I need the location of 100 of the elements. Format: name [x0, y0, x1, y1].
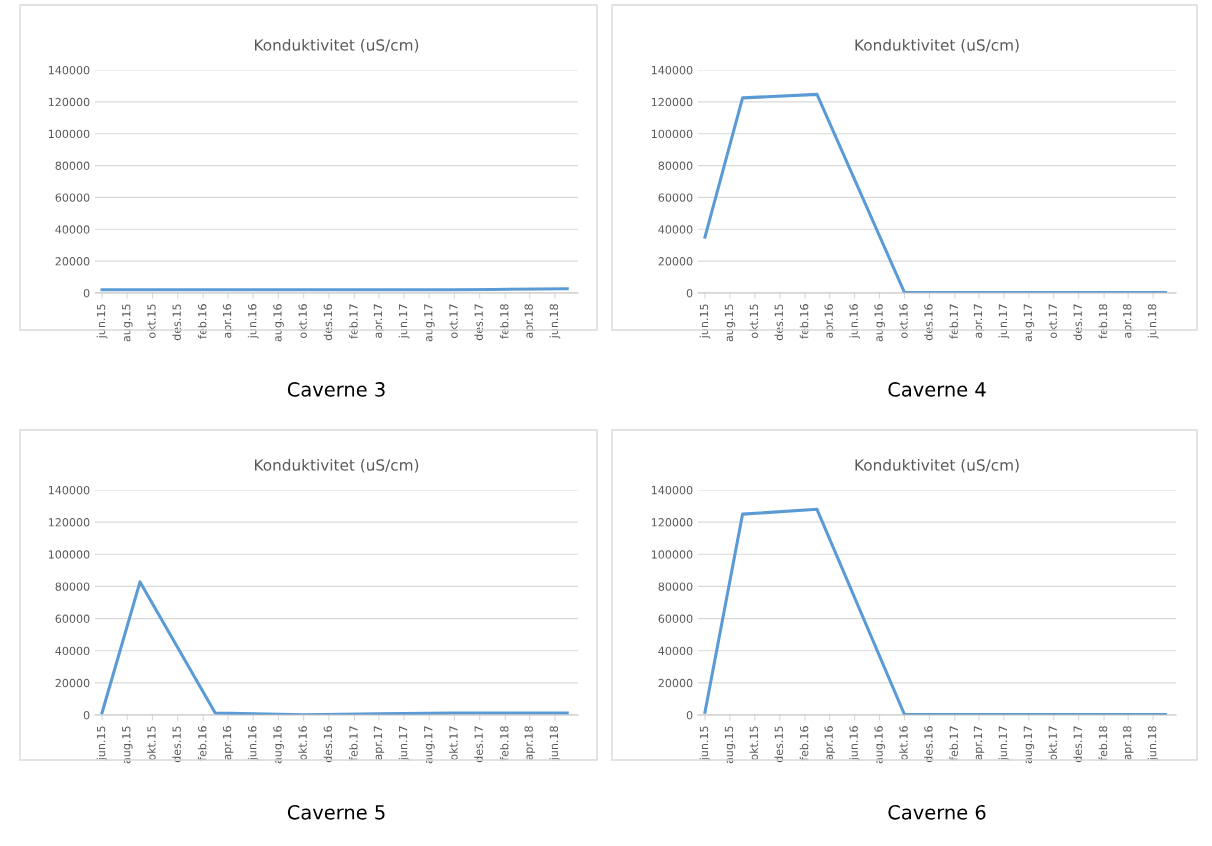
x-tick-label: apr.16 — [222, 304, 234, 338]
y-tick-label: 40000 — [658, 646, 693, 656]
y-tick-label: 120000 — [48, 518, 90, 527]
x-tick-label: des.16 — [924, 726, 933, 763]
x-tick-label: des.16 — [323, 726, 333, 763]
x-tick-label: feb.17 — [949, 304, 959, 339]
y-tick-label: 40000 — [55, 646, 90, 656]
x-tick-label: feb.18 — [499, 304, 509, 339]
y-tick-label: 0 — [83, 288, 90, 298]
x-tick-label: aug.15 — [724, 304, 736, 342]
x-tick-label: aug.16 — [874, 726, 885, 764]
y-tick-label: 60000 — [55, 193, 90, 202]
x-tick-label: feb.18 — [1098, 304, 1108, 339]
line-series — [703, 507, 1167, 715]
y-tick-label: 40000 — [55, 225, 90, 234]
x-tick-label: okt.17 — [449, 304, 458, 339]
y-tick-label: 20000 — [55, 678, 90, 688]
y-tick-label: 140000 — [48, 65, 90, 75]
chart-title: Konduktivitet (uS/cm) — [255, 458, 419, 473]
x-tick-label: okt.16 — [298, 726, 307, 761]
x-tick-label: feb.16 — [197, 304, 207, 339]
x-tick-label: aug.15 — [122, 304, 133, 342]
x-tick-label: feb.16 — [799, 726, 809, 761]
y-tick-label: 0 — [686, 288, 693, 298]
y-tick-label: 140000 — [651, 485, 693, 495]
y-tick-label: 20000 — [658, 257, 693, 266]
x-tick-label: feb.16 — [197, 726, 207, 761]
x-tick-label: okt.16 — [899, 726, 908, 761]
x-tick-label: jun.18 — [1147, 726, 1159, 761]
y-tick-label: 140000 — [48, 485, 90, 495]
x-tick-label: okt.15 — [749, 304, 759, 339]
x-tick-label: aug.17 — [1023, 726, 1035, 764]
x-tick-label: apr.16 — [222, 726, 234, 760]
x-tick-label: apr.17 — [373, 304, 385, 338]
x-tick-label: jun.16 — [247, 726, 259, 761]
x-tick-label: aug.15 — [724, 726, 736, 764]
x-tick-label: okt.16 — [899, 304, 908, 339]
y-tick-label: 100000 — [48, 550, 90, 559]
x-tick-label: okt.17 — [1048, 304, 1057, 339]
x-tick-label: aug.16 — [273, 304, 284, 342]
x-tick-label: apr.16 — [824, 304, 836, 338]
x-tick-label: jun.15 — [699, 726, 711, 761]
y-tick-label: 0 — [686, 710, 693, 720]
x-tick-label: des.15 — [774, 726, 783, 763]
x-tick-label: jun.17 — [398, 726, 410, 761]
line-series — [703, 92, 1167, 293]
x-tick-label: apr.17 — [373, 726, 385, 760]
x-tick-label: okt.17 — [449, 726, 458, 761]
line-series — [100, 580, 569, 715]
chart-title: Konduktivitet (uS/cm) — [855, 458, 1019, 473]
y-tick-label: 40000 — [658, 225, 693, 234]
y-tick-label: 0 — [83, 710, 90, 720]
x-tick-label: feb.18 — [1098, 726, 1108, 761]
x-tick-label: des.17 — [1073, 304, 1082, 341]
x-tick-label: feb.18 — [499, 726, 509, 761]
x-tick-label: okt.15 — [147, 726, 156, 761]
chart-title: Konduktivitet (uS/cm) — [855, 38, 1019, 53]
x-tick-label: jun.16 — [247, 304, 259, 339]
text: Caverne 5 — [287, 804, 385, 820]
x-tick-label: jun.16 — [849, 304, 860, 339]
text: Caverne 3 — [287, 382, 385, 397]
x-tick-label: okt.15 — [749, 726, 759, 761]
x-tick-label: feb.16 — [799, 304, 809, 339]
x-tick-label: jun.15 — [96, 726, 108, 761]
y-tick-label: 120000 — [651, 518, 693, 527]
x-tick-label: des.16 — [323, 304, 333, 341]
x-tick-label: des.17 — [474, 726, 483, 763]
x-tick-label: feb.17 — [349, 304, 358, 339]
y-tick-label: 80000 — [658, 582, 693, 591]
y-tick-label: 140000 — [651, 65, 693, 75]
x-tick-label: apr.18 — [524, 304, 536, 338]
x-tick-label: jun.17 — [998, 304, 1010, 339]
x-tick-label: des.17 — [1073, 726, 1082, 763]
y-tick-label: 60000 — [658, 614, 693, 623]
y-tick-label: 80000 — [55, 582, 90, 591]
text: Caverne 4 — [888, 382, 986, 397]
x-tick-label: feb.17 — [349, 726, 358, 761]
y-tick-label: 60000 — [658, 193, 693, 202]
x-tick-label: jun.17 — [998, 726, 1010, 761]
x-tick-label: aug.17 — [424, 304, 435, 342]
x-tick-label: feb.17 — [949, 726, 959, 761]
x-tick-label: des.15 — [774, 304, 783, 341]
x-tick-label: apr.18 — [524, 726, 536, 760]
x-tick-label: des.16 — [924, 304, 933, 341]
x-tick-label: apr.18 — [1122, 304, 1134, 338]
x-tick-label: aug.16 — [273, 726, 284, 764]
x-tick-label: jun.15 — [96, 304, 108, 339]
y-tick-label: 120000 — [651, 97, 693, 107]
x-tick-label: okt.17 — [1048, 726, 1057, 761]
x-tick-label: jun.18 — [549, 726, 561, 761]
y-tick-label: 100000 — [651, 550, 693, 559]
x-tick-label: jun.18 — [549, 304, 561, 339]
y-tick-label: 60000 — [55, 614, 90, 623]
y-tick-label: 120000 — [48, 97, 90, 107]
y-tick-label: 80000 — [658, 161, 693, 170]
chart-title: Konduktivitet (uS/cm) — [255, 38, 419, 53]
x-tick-label: jun.17 — [398, 304, 410, 339]
x-tick-label: des.17 — [474, 304, 483, 341]
x-tick-label: aug.17 — [424, 726, 435, 764]
y-tick-label: 20000 — [658, 678, 693, 688]
